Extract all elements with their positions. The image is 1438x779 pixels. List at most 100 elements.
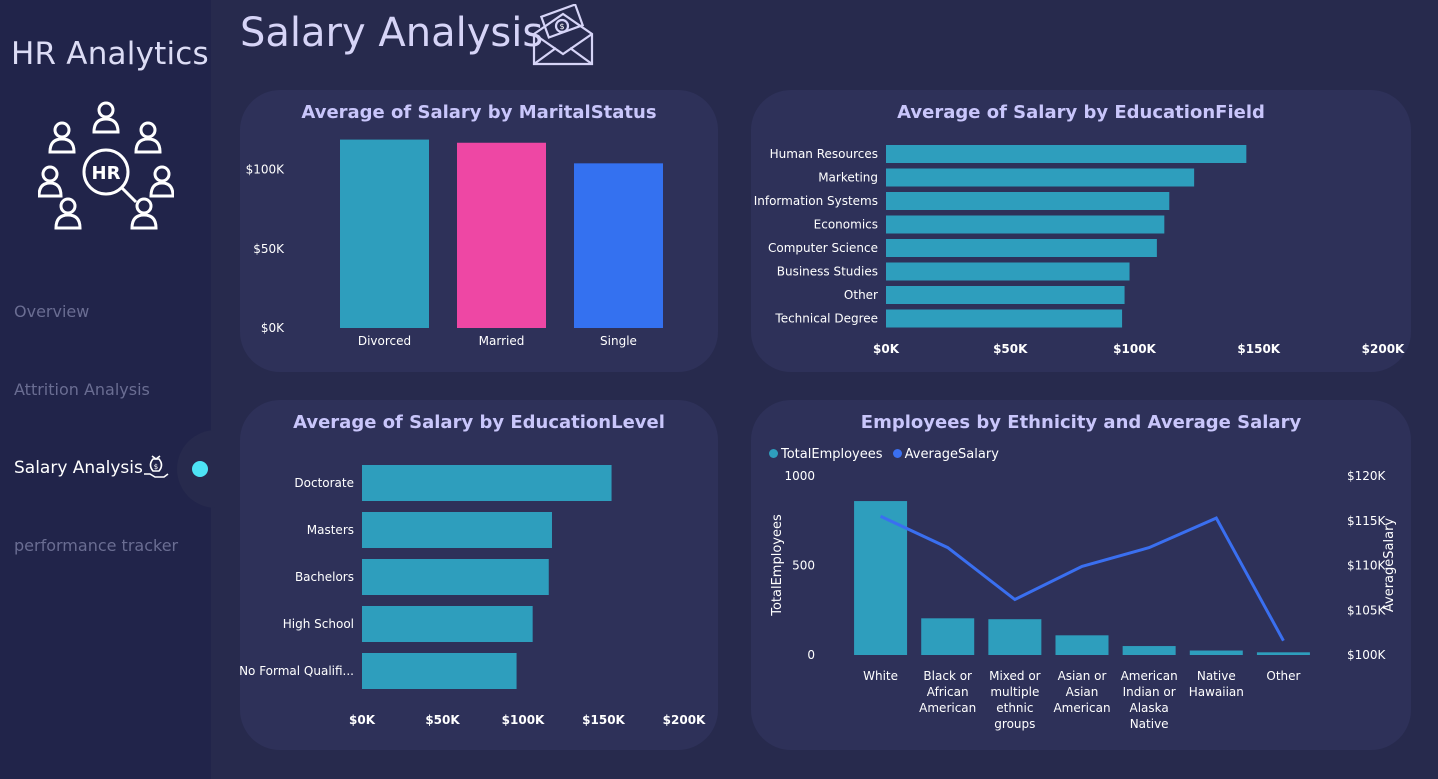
hr-logo-text: HR: [92, 163, 121, 184]
nav-performance-tracker[interactable]: performance tracker: [14, 536, 179, 555]
y-tick-label: $100K: [246, 163, 286, 177]
x-tick-label: Native: [1197, 669, 1236, 683]
x-tick-label: American: [919, 701, 976, 715]
legend-item-average-salary[interactable]: AverageSalary: [892, 447, 999, 462]
bar-divorced: [340, 139, 429, 328]
nav-attrition-analysis[interactable]: Attrition Analysis: [14, 380, 150, 399]
y-right-axis-label: AverageSalary: [1382, 518, 1397, 613]
bar: [886, 286, 1125, 304]
bar: [854, 501, 908, 655]
x-tick-label: Indian or: [1123, 685, 1176, 699]
x-tick-label: Other: [1266, 669, 1300, 683]
money-envelope-icon: $: [532, 4, 594, 66]
x-tick-label: Hawaiian: [1189, 685, 1244, 699]
education-level-bar-chart: Doctorate Masters Bachelors High School No F…: [239, 465, 706, 727]
marital-status-bar-chart: $0K $50K $100K Divorced Married Single: [246, 139, 663, 348]
y-tick-label: Computer Science: [768, 241, 878, 255]
x-tick-label: Divorced: [358, 334, 411, 348]
bar: [1256, 652, 1310, 655]
x-tick-label: $100K: [1113, 342, 1156, 356]
y-left-tick-label: 0: [807, 648, 815, 662]
y-left-tick-label: 500: [792, 559, 815, 573]
x-tick-label: Married: [479, 334, 525, 348]
bar: [1055, 635, 1109, 655]
y-tick-label: Economics: [814, 218, 878, 232]
x-tick-label: $50K: [993, 342, 1028, 356]
y-tick-label: Information Systems: [754, 194, 878, 208]
bar: [886, 215, 1165, 234]
bar: [1122, 646, 1176, 655]
bar: [362, 653, 517, 689]
bar: [362, 606, 533, 642]
page-title: Salary Analysis: [240, 10, 544, 56]
bar: [886, 239, 1157, 257]
x-tick-label: multiple: [990, 685, 1039, 699]
chart-title: Average of Salary by EducationLevel: [293, 412, 665, 433]
bar: [886, 262, 1130, 281]
x-tick-label: American: [1053, 701, 1110, 715]
education-field-chart-card: Average of Salary by EducationField Huma…: [751, 90, 1411, 372]
x-tick-label: Native: [1130, 717, 1169, 731]
x-tick-label: $150K: [582, 713, 625, 727]
bar: [886, 309, 1123, 328]
legend-item-total-employees[interactable]: TotalEmployees: [769, 447, 883, 462]
y-tick-label: Marketing: [818, 171, 878, 185]
chart-title: Average of Salary by MaritalStatus: [301, 102, 657, 123]
hr-people-network-icon: HR: [38, 101, 174, 230]
average-salary-line: [879, 514, 1285, 642]
x-tick-label: groups: [994, 717, 1035, 731]
bar: [362, 559, 549, 595]
x-tick-label: $200K: [1362, 342, 1405, 356]
y-tick-label: Masters: [307, 523, 354, 537]
y-tick-label: Business Studies: [777, 265, 878, 279]
y-left-axis-label: TotalEmployees: [770, 514, 785, 617]
svg-text:$: $: [559, 22, 564, 31]
nav-salary-analysis[interactable]: Salary Analysis: [14, 458, 143, 478]
y-right-tick-label: $115K: [1347, 514, 1387, 528]
y-right-tick-label: $110K: [1347, 559, 1387, 573]
bar: [988, 619, 1042, 655]
y-tick-label: Technical Degree: [774, 312, 878, 326]
x-tick-label: African: [927, 685, 969, 699]
education-field-bar-chart: Human Resources Marketing Information Syst…: [754, 145, 1405, 356]
y-tick-label: $0K: [261, 321, 285, 335]
y-left-tick-label: 1000: [784, 469, 815, 483]
x-tick-label: Mixed or: [989, 669, 1041, 683]
money-bag-hand-icon: $: [144, 455, 169, 478]
bar: [1189, 650, 1243, 655]
x-tick-label: $150K: [1237, 342, 1280, 356]
ethnicity-combo-chart: 0 500 1000 $100K $105K $110K $115K $120K TotalEm…: [770, 469, 1397, 731]
education-level-chart-card: Average of Salary by EducationLevel Doct…: [239, 400, 718, 750]
x-tick-label: Alaska: [1130, 701, 1169, 715]
x-tick-label: Black or: [923, 669, 972, 683]
bar: [886, 145, 1247, 163]
y-tick-label: Human Resources: [770, 147, 878, 161]
x-tick-label: $0K: [349, 713, 376, 727]
x-tick-label: Asian or: [1058, 669, 1107, 683]
x-tick-label: $50K: [425, 713, 460, 727]
y-tick-label: Bachelors: [295, 570, 354, 584]
nav-overview[interactable]: Overview: [14, 302, 90, 321]
bar-single: [574, 163, 663, 328]
ethnicity-chart-card: Employees by Ethnicity and Average Salar…: [751, 400, 1411, 750]
x-tick-label: $100K: [502, 713, 545, 727]
y-tick-label: High School: [283, 617, 354, 631]
marital-status-chart-card: Average of Salary by MaritalStatus $0K $5…: [240, 90, 718, 372]
nav-active-indicator: [192, 461, 208, 477]
bar: [362, 465, 612, 501]
bar: [921, 618, 975, 655]
y-tick-label: No Formal Qualifi...: [239, 664, 354, 678]
x-tick-label: American: [1121, 669, 1178, 683]
y-tick-label: Other: [844, 288, 878, 302]
bar-married: [457, 142, 546, 328]
chart-legend: TotalEmployees AverageSalary: [769, 447, 1005, 462]
bar: [886, 168, 1195, 187]
chart-title: Employees by Ethnicity and Average Salar…: [860, 412, 1302, 433]
x-tick-label: White: [863, 669, 898, 683]
y-tick-label: Doctorate: [294, 476, 354, 490]
x-tick-label: $200K: [663, 713, 706, 727]
bar: [362, 512, 552, 548]
y-right-tick-label: $120K: [1347, 469, 1387, 483]
x-tick-label: ethnic: [996, 701, 1033, 715]
app-title: HR Analytics: [11, 36, 209, 72]
